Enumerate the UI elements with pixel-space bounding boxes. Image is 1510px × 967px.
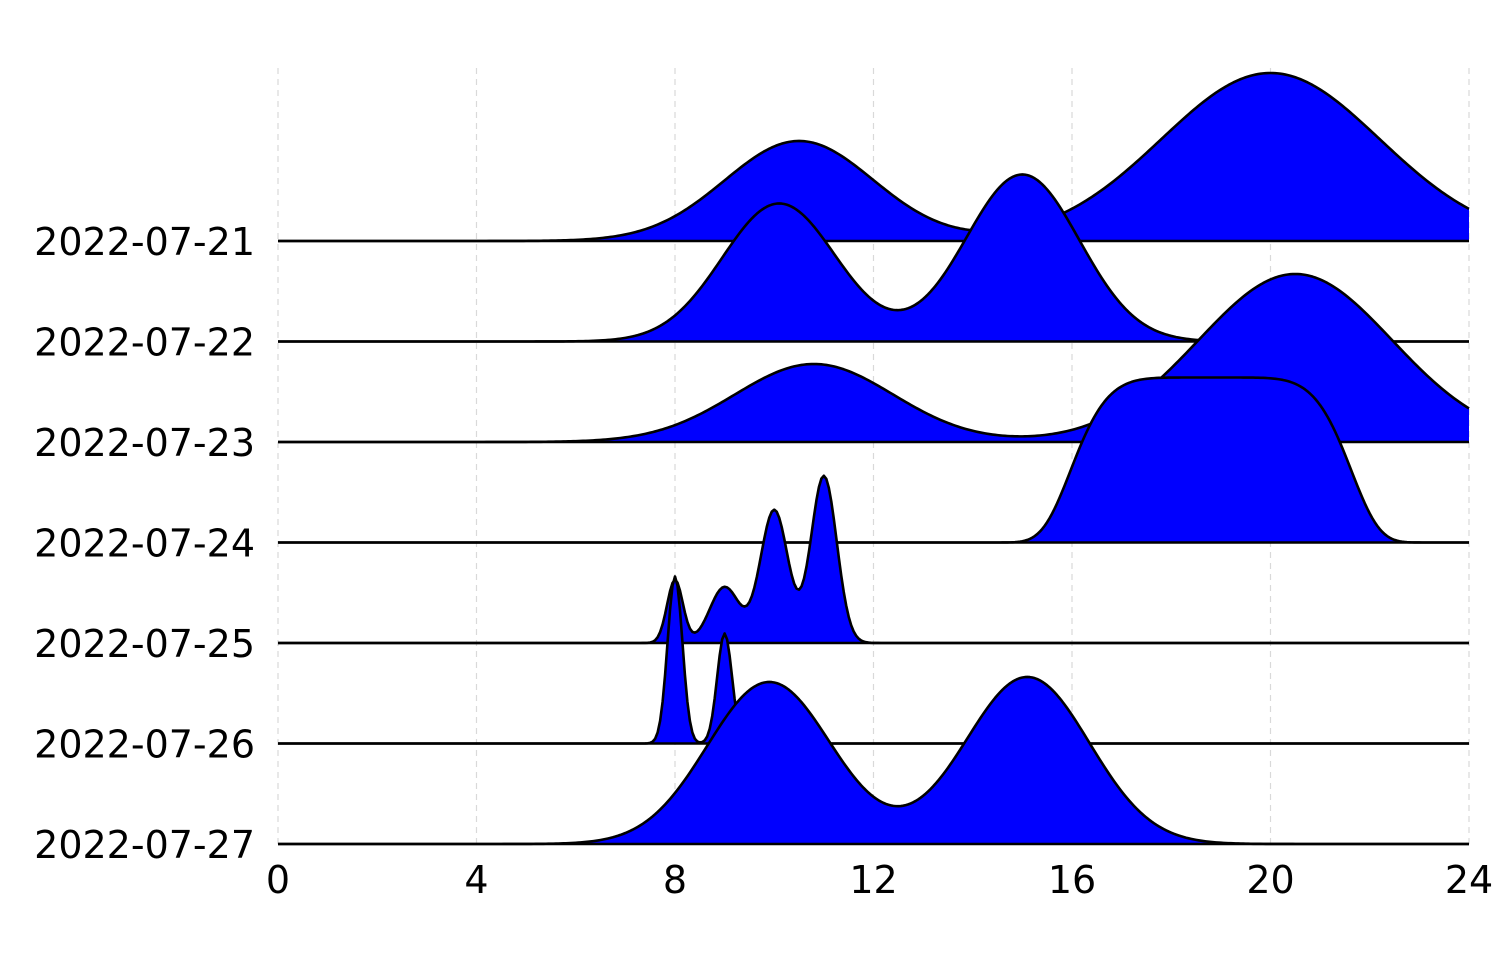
x-tick-label: 20 — [1246, 858, 1294, 902]
y-tick-label: 2022-07-27 — [34, 823, 255, 867]
ridge-area — [278, 174, 1469, 342]
x-tick-labels: 0 4 8 12 16 20 24 — [266, 858, 1493, 902]
y-tick-label: 2022-07-25 — [34, 622, 255, 666]
y-tick-labels: 2022-07-21 2022-07-22 2022-07-23 2022-07-24… — [34, 220, 255, 867]
ridge-area — [278, 676, 1469, 844]
ridge-2022-07-27 — [278, 675, 1469, 846]
x-tick-label: 4 — [464, 858, 488, 902]
ridge-area — [278, 73, 1469, 241]
ridge-2022-07-25 — [278, 474, 1469, 645]
x-tick-label: 8 — [663, 858, 687, 902]
x-tick-label: 12 — [849, 858, 897, 902]
x-tick-label: 0 — [266, 858, 290, 902]
x-tick-label: 24 — [1445, 858, 1493, 902]
y-tick-label: 2022-07-23 — [34, 421, 255, 465]
ridges — [278, 71, 1470, 846]
ridge-2022-07-21 — [278, 71, 1470, 243]
ridge-2022-07-24 — [278, 376, 1469, 544]
y-tick-label: 2022-07-21 — [34, 220, 255, 264]
ridge-area — [278, 377, 1469, 543]
y-tick-label: 2022-07-22 — [34, 321, 255, 365]
y-tick-label: 2022-07-24 — [34, 522, 255, 566]
y-tick-label: 2022-07-26 — [34, 723, 255, 767]
ridge-2022-07-26 — [278, 575, 1469, 745]
x-tick-label: 16 — [1048, 858, 1096, 902]
